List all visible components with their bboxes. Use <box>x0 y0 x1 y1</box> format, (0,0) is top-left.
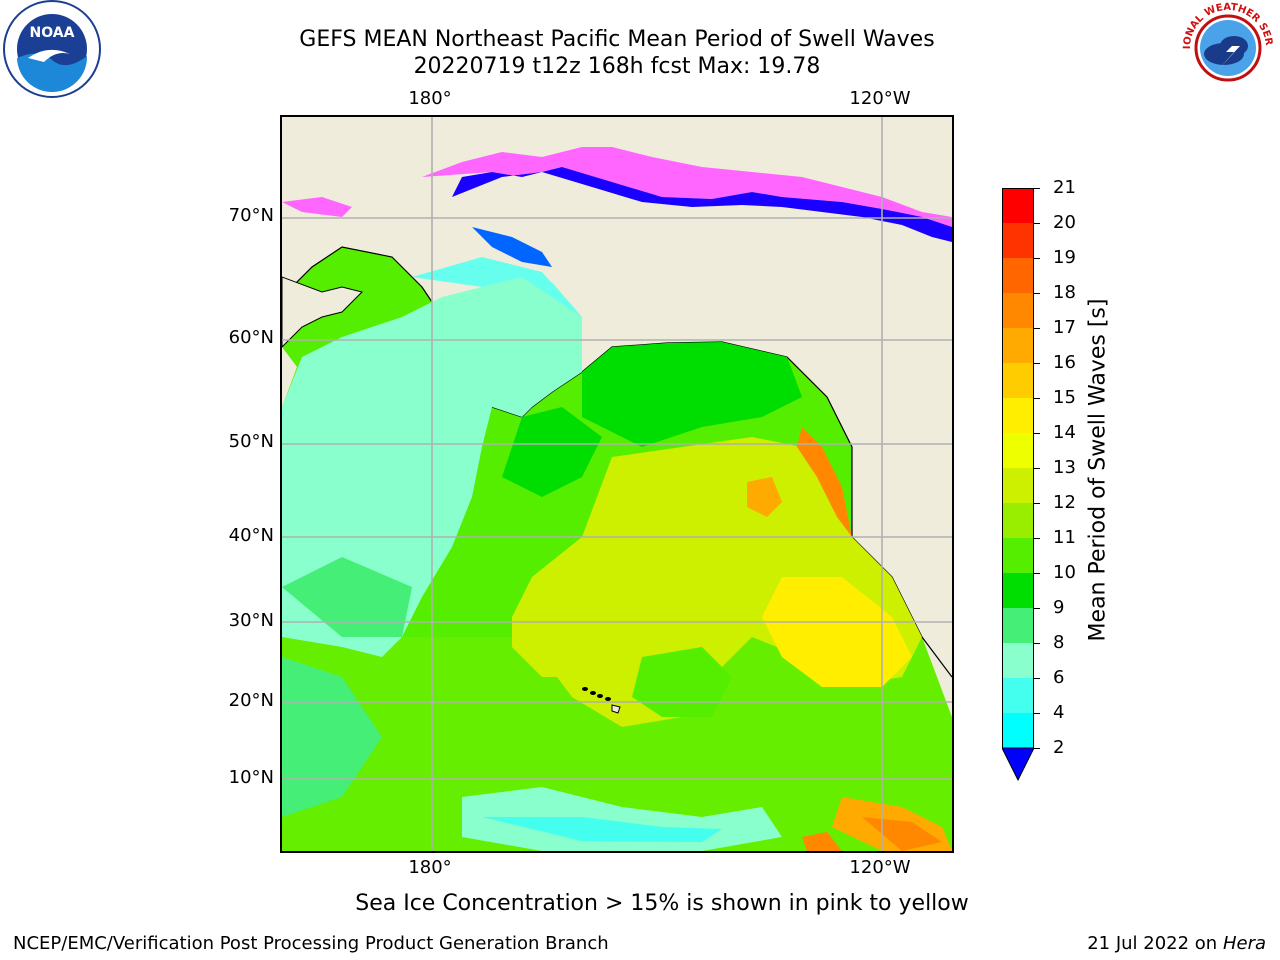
colorbar-tick-label: 20 <box>1053 212 1076 233</box>
lat-label-60n: 60°N <box>228 327 274 348</box>
graticule <box>282 117 952 851</box>
sea-ice-caption: Sea Ice Concentration > 15% is shown in … <box>355 891 969 916</box>
colorbar-tick-label: 19 <box>1053 247 1076 268</box>
colorbar-segment <box>1002 713 1034 748</box>
colorbar-segment <box>1002 678 1034 713</box>
colorbar-tick-mark <box>1034 328 1040 329</box>
colorbar-tick-mark <box>1034 188 1040 189</box>
footer-date-text: 21 Jul 2022 on <box>1087 933 1223 954</box>
footer-date: 21 Jul 2022 on Hera <box>1087 933 1266 954</box>
colorbar-segment <box>1002 433 1034 468</box>
colorbar-tick-mark <box>1034 608 1040 609</box>
colorbar-tick-mark <box>1034 573 1040 574</box>
colorbar-tick-label: 12 <box>1053 492 1076 513</box>
colorbar-tick-mark <box>1034 503 1040 504</box>
colorbar <box>1001 188 1035 782</box>
chart-subtitle: 20220719 t12z 168h fcst Max: 19.78 <box>413 54 821 79</box>
colorbar-tick-mark <box>1034 538 1040 539</box>
footer-host: Hera <box>1222 933 1266 954</box>
map-panel <box>280 115 954 853</box>
hawaii-islands <box>582 687 621 714</box>
colorbar-tick-mark <box>1034 643 1040 644</box>
lat-label-30n: 30°N <box>228 610 274 631</box>
colorbar-title: Mean Period of Swell Waves [s] <box>1085 298 1111 642</box>
colorbar-tick-mark <box>1034 363 1040 364</box>
colorbar-segment <box>1002 468 1034 503</box>
colorbar-segment <box>1002 223 1034 258</box>
colorbar-tick-label: 6 <box>1053 667 1065 688</box>
lat-label-10n: 10°N <box>228 767 274 788</box>
colorbar-tick-label: 10 <box>1053 562 1076 583</box>
colorbar-segment <box>1002 188 1034 223</box>
colorbar-tick-label: 11 <box>1053 527 1076 548</box>
colorbar-tick-label: 14 <box>1053 422 1076 443</box>
colorbar-segment <box>1002 328 1034 363</box>
colorbar-tick-mark <box>1034 398 1040 399</box>
colorbar-segment <box>1002 398 1034 433</box>
colorbar-tick-mark <box>1034 433 1040 434</box>
colorbar-tick-label: 16 <box>1053 352 1076 373</box>
noaa-logo: NOAA <box>0 0 104 100</box>
colorbar-segment <box>1002 363 1034 398</box>
lon-label-top-180: 180° <box>408 88 452 109</box>
chart-title: GEFS MEAN Northeast Pacific Mean Period … <box>299 27 935 52</box>
colorbar-segment <box>1002 503 1034 538</box>
colorbar-segment <box>1002 643 1034 678</box>
colorbar-segment <box>1002 608 1034 643</box>
lat-label-20n: 20°N <box>228 690 274 711</box>
colorbar-segment <box>1002 293 1034 328</box>
colorbar-tick-label: 8 <box>1053 632 1065 653</box>
lat-label-50n: 50°N <box>228 431 274 452</box>
colorbar-segment <box>1002 573 1034 608</box>
colorbar-segment <box>1002 538 1034 573</box>
lat-label-40n: 40°N <box>228 525 274 546</box>
colorbar-tick-mark <box>1034 678 1040 679</box>
lon-label-bottom-180: 180° <box>408 857 452 878</box>
colorbar-tick-mark <box>1034 468 1040 469</box>
colorbar-tick-mark <box>1034 258 1040 259</box>
colorbar-tick-label: 9 <box>1053 597 1065 618</box>
colorbar-tick-mark <box>1034 293 1040 294</box>
colorbar-segment <box>1002 258 1034 293</box>
colorbar-tick-label: 18 <box>1053 282 1076 303</box>
colorbar-tick-label: 4 <box>1053 702 1065 723</box>
colorbar-tick-mark <box>1034 713 1040 714</box>
svg-text:NOAA: NOAA <box>30 25 75 41</box>
nws-logo: NATIONAL WEATHER SERVICE <box>1174 0 1278 100</box>
colorbar-tick-label: 17 <box>1053 317 1076 338</box>
colorbar-tick-label: 15 <box>1053 387 1076 408</box>
colorbar-tick-mark <box>1034 748 1040 749</box>
colorbar-tick-mark <box>1034 223 1040 224</box>
footer-credit: NCEP/EMC/Verification Post Processing Pr… <box>13 933 609 954</box>
lon-label-top-120w: 120°W <box>849 88 911 109</box>
colorbar-under-triangle <box>1001 747 1035 782</box>
colorbar-frame <box>1002 188 1034 749</box>
colorbar-tick-label: 21 <box>1053 177 1076 198</box>
colorbar-tick-label: 2 <box>1053 737 1065 758</box>
colorbar-tick-label: 13 <box>1053 457 1076 478</box>
lon-label-bottom-120w: 120°W <box>849 857 911 878</box>
lat-label-70n: 70°N <box>228 205 274 226</box>
